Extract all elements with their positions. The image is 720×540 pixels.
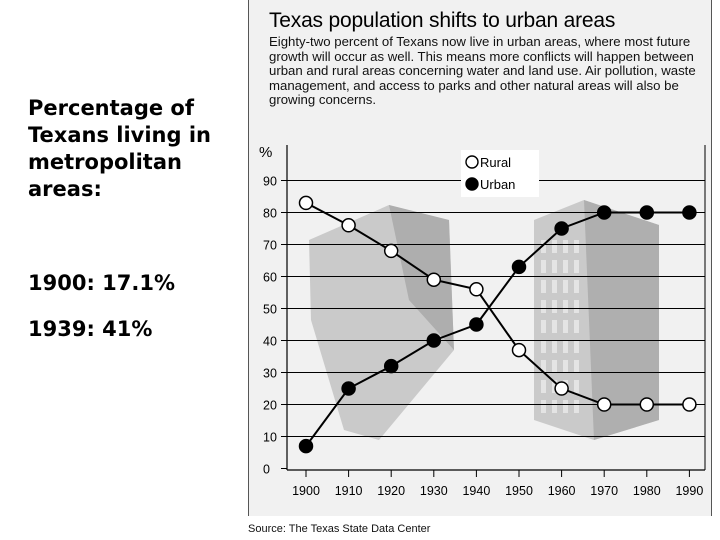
building-left-facet [389, 205, 454, 350]
urban-point [383, 358, 399, 374]
building-window [541, 320, 546, 333]
axis-ticks: % 0 10 20 30 40 50 60 70 80 90 1900 1910 1920 1930 1940… [259, 144, 703, 498]
building-window [552, 320, 557, 333]
chart-source: Source: The Texas State Data Center [248, 523, 431, 535]
building-window [552, 380, 557, 393]
y-tick-label: 50 [263, 303, 277, 317]
building-window [552, 400, 557, 413]
building-window [541, 300, 546, 313]
urban-point [554, 221, 569, 236]
y-tick-label: 70 [263, 239, 277, 253]
chart-title: Texas population shifts to urban areas [269, 9, 616, 32]
y-axis-label: % [259, 144, 272, 161]
urban-point [341, 381, 356, 396]
building-window [563, 400, 568, 413]
building-window [552, 260, 557, 273]
plot-frame [286, 145, 706, 471]
building-window [563, 260, 568, 273]
building-window [574, 340, 579, 353]
urban-point [426, 333, 442, 348]
x-tick-label: 1950 [505, 484, 533, 498]
building-window [574, 260, 579, 273]
building-window [552, 360, 557, 373]
x-tick-label: 1970 [590, 484, 618, 498]
chart-svg: % 0 10 20 30 40 50 60 70 80 90 1900 1910 1920 1930 1940… [259, 144, 706, 498]
series-layer [298, 195, 697, 454]
chart-figure: Texas population shifts to urban areas E… [248, 0, 712, 516]
urban-point [639, 205, 655, 220]
building-window [541, 380, 546, 393]
building-window [574, 240, 579, 253]
urban-point [511, 259, 527, 275]
fact-1939: 1939: 41% [28, 317, 153, 341]
building-window [552, 280, 557, 293]
urban-point [682, 205, 697, 220]
building-window [541, 360, 546, 373]
legend-urban-label: Urban [480, 177, 515, 192]
y-tick-label: 10 [263, 431, 277, 445]
building-right-facet [584, 200, 659, 440]
rural-point [682, 397, 697, 412]
rural-point [639, 397, 655, 412]
x-tick-label: 1930 [420, 484, 448, 498]
x-tick-label: 1960 [548, 484, 576, 498]
x-tick-label: 1900 [292, 484, 320, 498]
x-tick-label: 1990 [675, 484, 703, 498]
y-tick-label: 0 [263, 463, 270, 477]
building-window [563, 360, 568, 373]
building-window [541, 240, 546, 253]
rural-point [383, 243, 399, 259]
building-window [541, 280, 546, 293]
building-window [574, 300, 579, 313]
x-tick-label: 1980 [633, 484, 661, 498]
rural-line [305, 202, 690, 406]
urban-point [596, 205, 612, 220]
building-window [541, 340, 546, 353]
fact-1900: 1900: 17.1% [28, 271, 176, 295]
chart-subtitle: Eighty-two percent of Texans now live in… [269, 34, 696, 108]
building-window [563, 300, 568, 313]
building-window [541, 400, 546, 413]
building-window [563, 280, 568, 293]
building-window [574, 400, 579, 413]
rural-point [469, 282, 484, 297]
rural-point [298, 195, 314, 211]
y-tick-label: 20 [263, 399, 277, 413]
x-tick-label: 1920 [377, 484, 405, 498]
y-tick-label: 60 [263, 271, 277, 285]
building-window [552, 300, 557, 313]
building-window [563, 320, 568, 333]
rural-point [554, 381, 569, 396]
legend-urban-marker [465, 177, 479, 191]
building-illustration [309, 200, 659, 440]
rural-point [426, 272, 442, 287]
urban-point [298, 438, 314, 454]
urban-point [469, 317, 484, 332]
y-tick-label: 30 [263, 367, 277, 381]
x-tick-label: 1910 [335, 484, 363, 498]
building-window [563, 340, 568, 353]
building-window [574, 380, 579, 393]
building-window [563, 240, 568, 253]
x-tick-label: 1940 [462, 484, 490, 498]
slide-heading: Percentage of Texans living in metropoli… [28, 96, 211, 201]
building-window [552, 240, 557, 253]
legend-rural-label: Rural [480, 155, 511, 170]
building-window [574, 320, 579, 333]
building-window [541, 260, 546, 273]
y-tick-label: 40 [263, 335, 277, 349]
building-window [574, 280, 579, 293]
building-window [574, 360, 579, 373]
legend-rural-marker [465, 155, 479, 169]
legend: Rural Urban [461, 150, 539, 197]
rural-point [511, 342, 527, 358]
y-tick-label: 90 [263, 175, 277, 189]
y-tick-label: 80 [263, 207, 277, 221]
rural-point [341, 218, 356, 233]
urban-line [305, 211, 690, 447]
building-window [552, 340, 557, 353]
rural-point [596, 397, 612, 412]
